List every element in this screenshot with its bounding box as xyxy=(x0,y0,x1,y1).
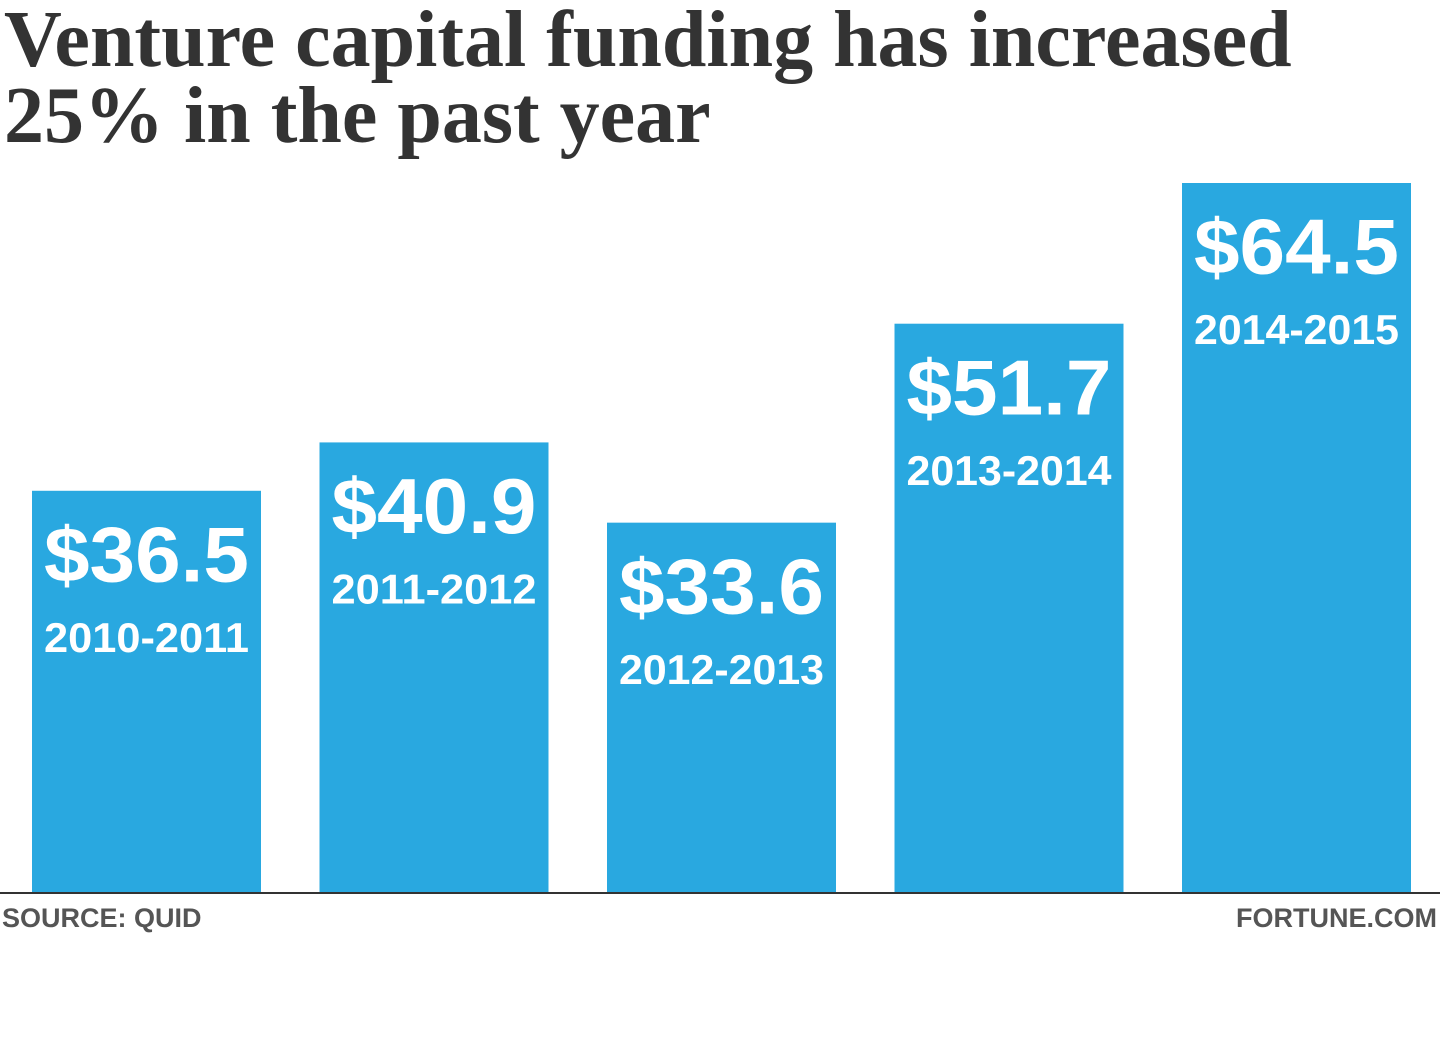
value-label: $40.9 xyxy=(332,462,537,550)
value-label: $64.5 xyxy=(1194,203,1399,291)
bar xyxy=(1182,183,1411,892)
category-label: 2014-2015 xyxy=(1194,306,1399,353)
chart-title: Venture capital funding has increased 25… xyxy=(4,0,1292,160)
category-label: 2010-2011 xyxy=(44,614,249,661)
source: SOURCE: QUID xyxy=(2,903,202,933)
category-label: 2012-2013 xyxy=(619,646,824,693)
bar xyxy=(607,522,836,892)
bar xyxy=(32,490,261,892)
credit: FORTUNE.COM xyxy=(1236,903,1437,933)
bar xyxy=(894,323,1124,892)
value-label: $36.5 xyxy=(44,510,249,598)
category-label: 2013-2014 xyxy=(907,447,1113,494)
bar xyxy=(319,442,549,892)
value-label: $33.6 xyxy=(619,542,824,630)
category-label: 2011-2012 xyxy=(332,566,537,613)
value-label: $51.7 xyxy=(907,343,1112,431)
